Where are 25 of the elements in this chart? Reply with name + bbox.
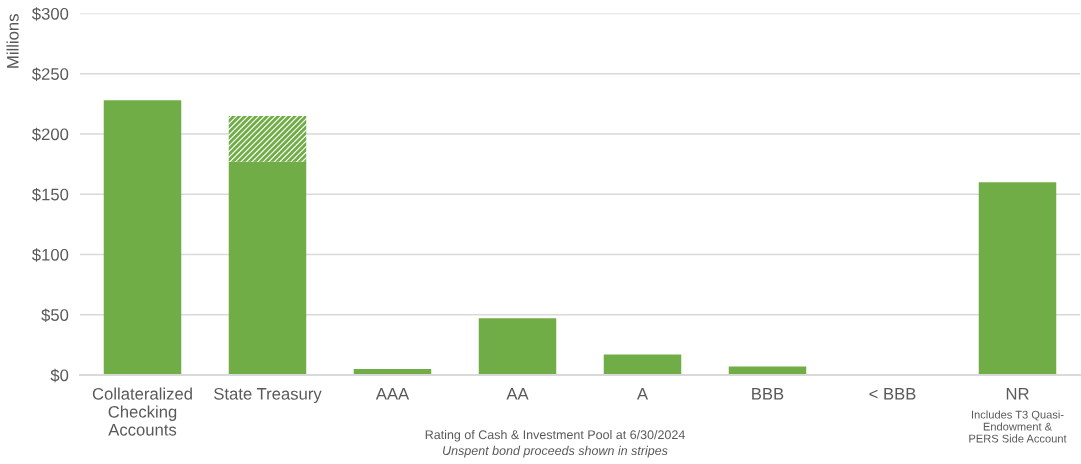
text: Includes T3 Quasi-Endowment & PERS Side Account — [969, 410, 1067, 443]
x-tick-label: A — [636, 388, 649, 400]
y-axis-title: Millions — [6, 14, 19, 68]
y-tick-label: $50 — [41, 308, 69, 322]
bar — [978, 182, 1057, 375]
y-tick-label: $100 — [32, 248, 69, 262]
bar — [603, 354, 682, 375]
text: Unspent bond proceeds shown in stripes — [443, 445, 668, 458]
x-tick-label: AAA — [375, 388, 410, 400]
bar — [103, 100, 182, 375]
bar — [228, 115, 307, 162]
x-tick-label: Collateralized Checking Accounts — [92, 387, 192, 436]
y-tick-label: $300 — [32, 7, 69, 21]
x-tick-label: NR — [1006, 388, 1029, 400]
x-tick-label: BBB — [752, 388, 784, 400]
x-axis-title: Rating of Cash & Investment Pool at 6/30/2024 — [425, 429, 685, 442]
bar — [228, 161, 307, 375]
x-tick-label: < BBB — [869, 388, 916, 400]
y-tick-label: $0 — [50, 368, 69, 383]
y-tick-label: $150 — [32, 187, 69, 202]
bar — [478, 318, 557, 375]
x-tick-label: State Treasury — [214, 387, 322, 404]
x-tick-label: AA — [506, 388, 529, 400]
y-tick-label: $200 — [32, 127, 69, 142]
y-tick-label: $250 — [32, 67, 69, 81]
